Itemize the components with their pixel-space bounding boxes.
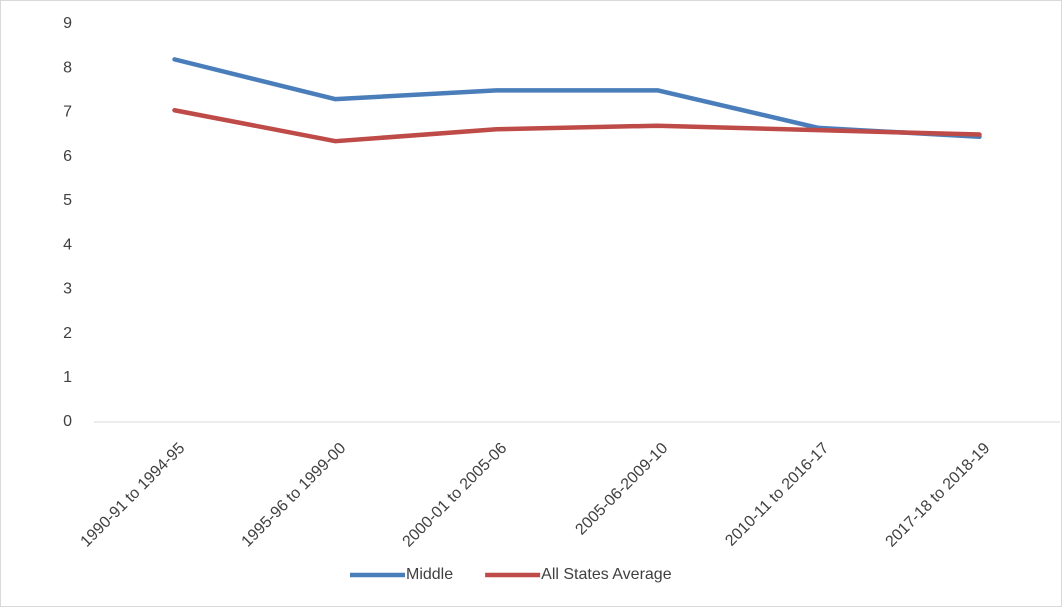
y-tick-label: 2 xyxy=(63,325,72,342)
legend-label: All States Average xyxy=(541,566,672,583)
y-tick-label: 1 xyxy=(63,369,72,386)
y-tick-label: 7 xyxy=(63,104,72,121)
y-tick-label: 3 xyxy=(63,281,72,298)
legend-label: Middle xyxy=(406,566,453,583)
y-tick-label: 0 xyxy=(63,413,72,430)
y-tick-label: 6 xyxy=(63,148,72,165)
y-tick-label: 9 xyxy=(63,15,72,32)
y-tick-label: 8 xyxy=(63,59,72,76)
y-tick-label: 5 xyxy=(63,192,72,209)
line-series xyxy=(172,107,982,144)
y-tick-label: 4 xyxy=(63,236,72,253)
